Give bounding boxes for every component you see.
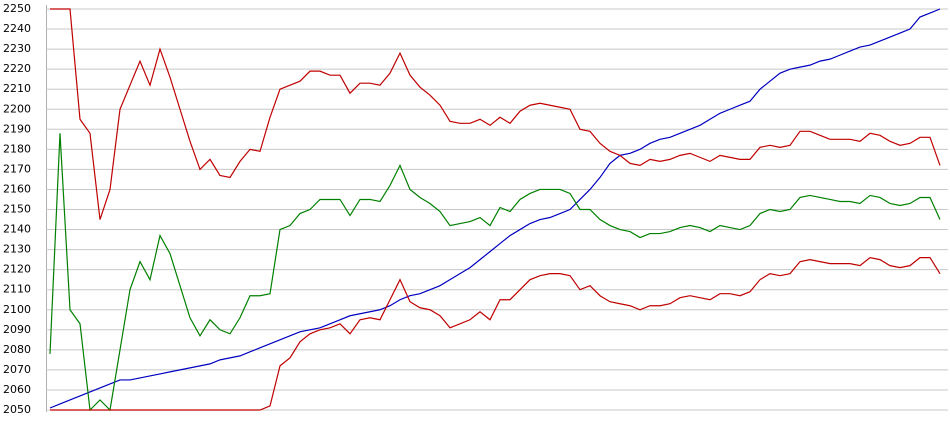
y-tick-label: 2180	[3, 142, 31, 155]
y-tick-label: 2080	[3, 343, 31, 356]
series-line	[49, 8, 941, 409]
series-line	[50, 8, 941, 220]
y-tick-label: 2130	[3, 243, 31, 256]
y-tick-label: 2090	[3, 323, 31, 336]
y-tick-label: 2100	[3, 303, 31, 316]
y-tick-label: 2160	[3, 182, 31, 195]
y-tick-label: 2190	[3, 122, 31, 135]
y-tick-label: 2230	[3, 42, 31, 55]
y-tick-label: 2150	[3, 203, 31, 216]
series-line	[50, 256, 941, 411]
y-tick-label: 2210	[3, 82, 31, 95]
y-tick-label: 2120	[3, 263, 31, 276]
y-tick-label: 2050	[3, 403, 31, 416]
y-tick-label: 2110	[3, 283, 31, 296]
y-tick-label: 2140	[3, 223, 31, 236]
y-tick-label: 2170	[3, 162, 31, 175]
y-tick-label: 2060	[3, 383, 31, 396]
y-tick-label: 2250	[3, 2, 31, 15]
y-tick-label: 2200	[3, 102, 31, 115]
y-tick-label: 2220	[3, 62, 31, 75]
y-tick-label: 2070	[3, 363, 31, 376]
y-tick-label: 2240	[3, 22, 31, 35]
series-line	[49, 133, 941, 412]
